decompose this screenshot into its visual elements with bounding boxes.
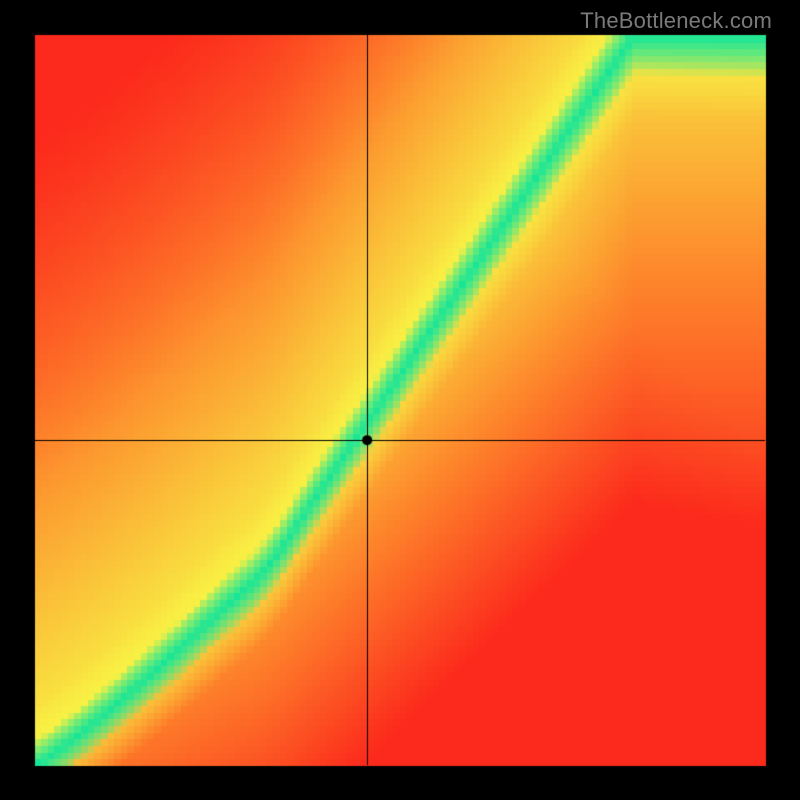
watermark-text: TheBottleneck.com — [580, 8, 772, 34]
chart-container: TheBottleneck.com — [0, 0, 800, 800]
heatmap-canvas — [0, 0, 800, 800]
